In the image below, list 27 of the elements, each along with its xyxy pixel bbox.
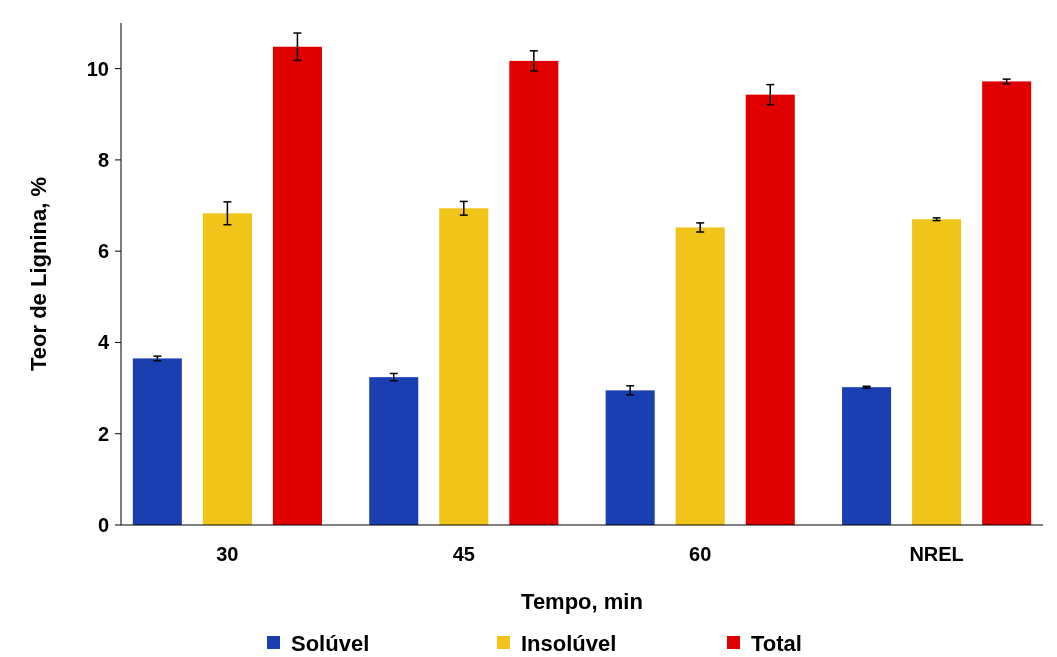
- x-tick-label: 45: [452, 543, 475, 565]
- bar: [982, 81, 1032, 525]
- x-tick-label: NREL: [909, 543, 964, 565]
- x-axis-title: Tempo, min: [521, 589, 643, 614]
- bar: [369, 377, 419, 525]
- bar: [132, 358, 182, 525]
- bar: [912, 219, 962, 525]
- bar: [202, 213, 252, 525]
- bar: [509, 60, 559, 525]
- y-tick-label: 10: [86, 57, 109, 80]
- bar: [439, 208, 489, 525]
- legend-label: Insolúvel: [521, 630, 617, 656]
- y-tick-label: 4: [97, 331, 110, 354]
- bar: [745, 94, 795, 525]
- bar: [842, 387, 892, 525]
- bar: [675, 227, 725, 525]
- bar: [605, 390, 655, 525]
- y-axis-title: Teor de Lignina, %: [26, 177, 51, 371]
- y-tick-label: 0: [97, 514, 109, 536]
- legend-label: Solúvel: [291, 630, 370, 656]
- y-tick-label: 2: [97, 422, 109, 445]
- y-tick-label: 8: [97, 148, 109, 171]
- y-tick-label: 6: [97, 240, 109, 263]
- bar: [272, 46, 322, 525]
- x-tick-label: 60: [689, 543, 712, 565]
- legend-label: Total: [751, 630, 802, 656]
- x-tick-label: 30: [216, 543, 239, 565]
